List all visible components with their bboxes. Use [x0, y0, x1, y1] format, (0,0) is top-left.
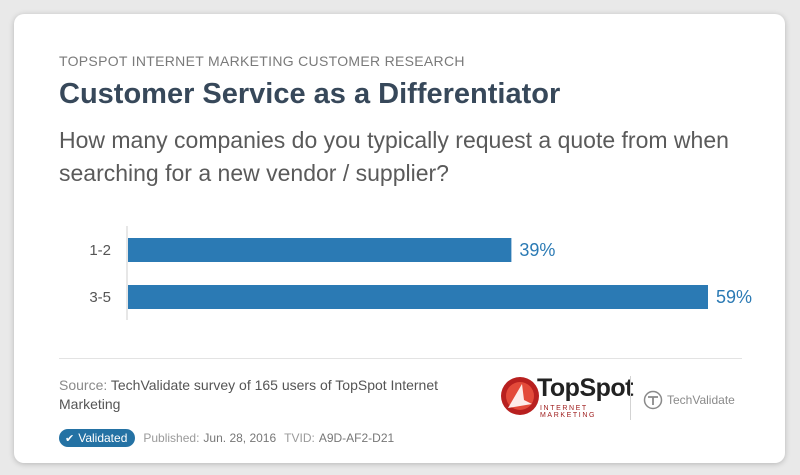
category-label: 3-5 — [89, 289, 111, 306]
techvalidate-logo: TechValidate — [643, 388, 735, 412]
techvalidate-icon — [643, 390, 663, 410]
topspot-emblem-icon — [501, 377, 539, 415]
survey-question: How many companies do you typically requ… — [59, 127, 729, 186]
check-icon: ✔ — [65, 432, 75, 445]
published-date: Jun. 28, 2016 — [203, 431, 277, 445]
value-label: 39% — [519, 240, 555, 260]
value-label: 59% — [716, 287, 752, 307]
report-kicker: TOPSPOT INTERNET MARKETING CUSTOMER RESE… — [59, 53, 465, 69]
divider — [59, 358, 742, 359]
validated-badge[interactable]: ✔ Validated — [59, 429, 136, 447]
tvid-label: TVID: — [284, 431, 315, 445]
bar-1-2 — [128, 238, 512, 262]
category-label: 1-2 — [89, 242, 111, 259]
source-note: Source: TechValidate survey of 165 users… — [59, 376, 479, 414]
validated-label: Validated — [78, 431, 128, 445]
footer-meta: ✔ Validated Published: Jun. 28, 2016 TVI… — [59, 428, 394, 448]
topspot-wordmark: TopSpot — [537, 374, 634, 402]
topspot-logo: TopSpot INTERNET MARKETING — [500, 372, 634, 420]
topspot-tagline: INTERNET MARKETING — [540, 405, 597, 419]
bar-3-5 — [128, 285, 708, 309]
source-text: TechValidate survey of 165 users of TopS… — [59, 377, 439, 412]
techvalidate-wordmark: TechValidate — [667, 393, 735, 407]
published-label: Published: — [143, 431, 200, 445]
chart-title: Customer Service as a Differentiator — [59, 78, 561, 110]
tvid-value: A9D-AF2-D21 — [318, 431, 395, 445]
source-label: Source: — [59, 377, 108, 393]
logo-separator — [630, 376, 631, 420]
